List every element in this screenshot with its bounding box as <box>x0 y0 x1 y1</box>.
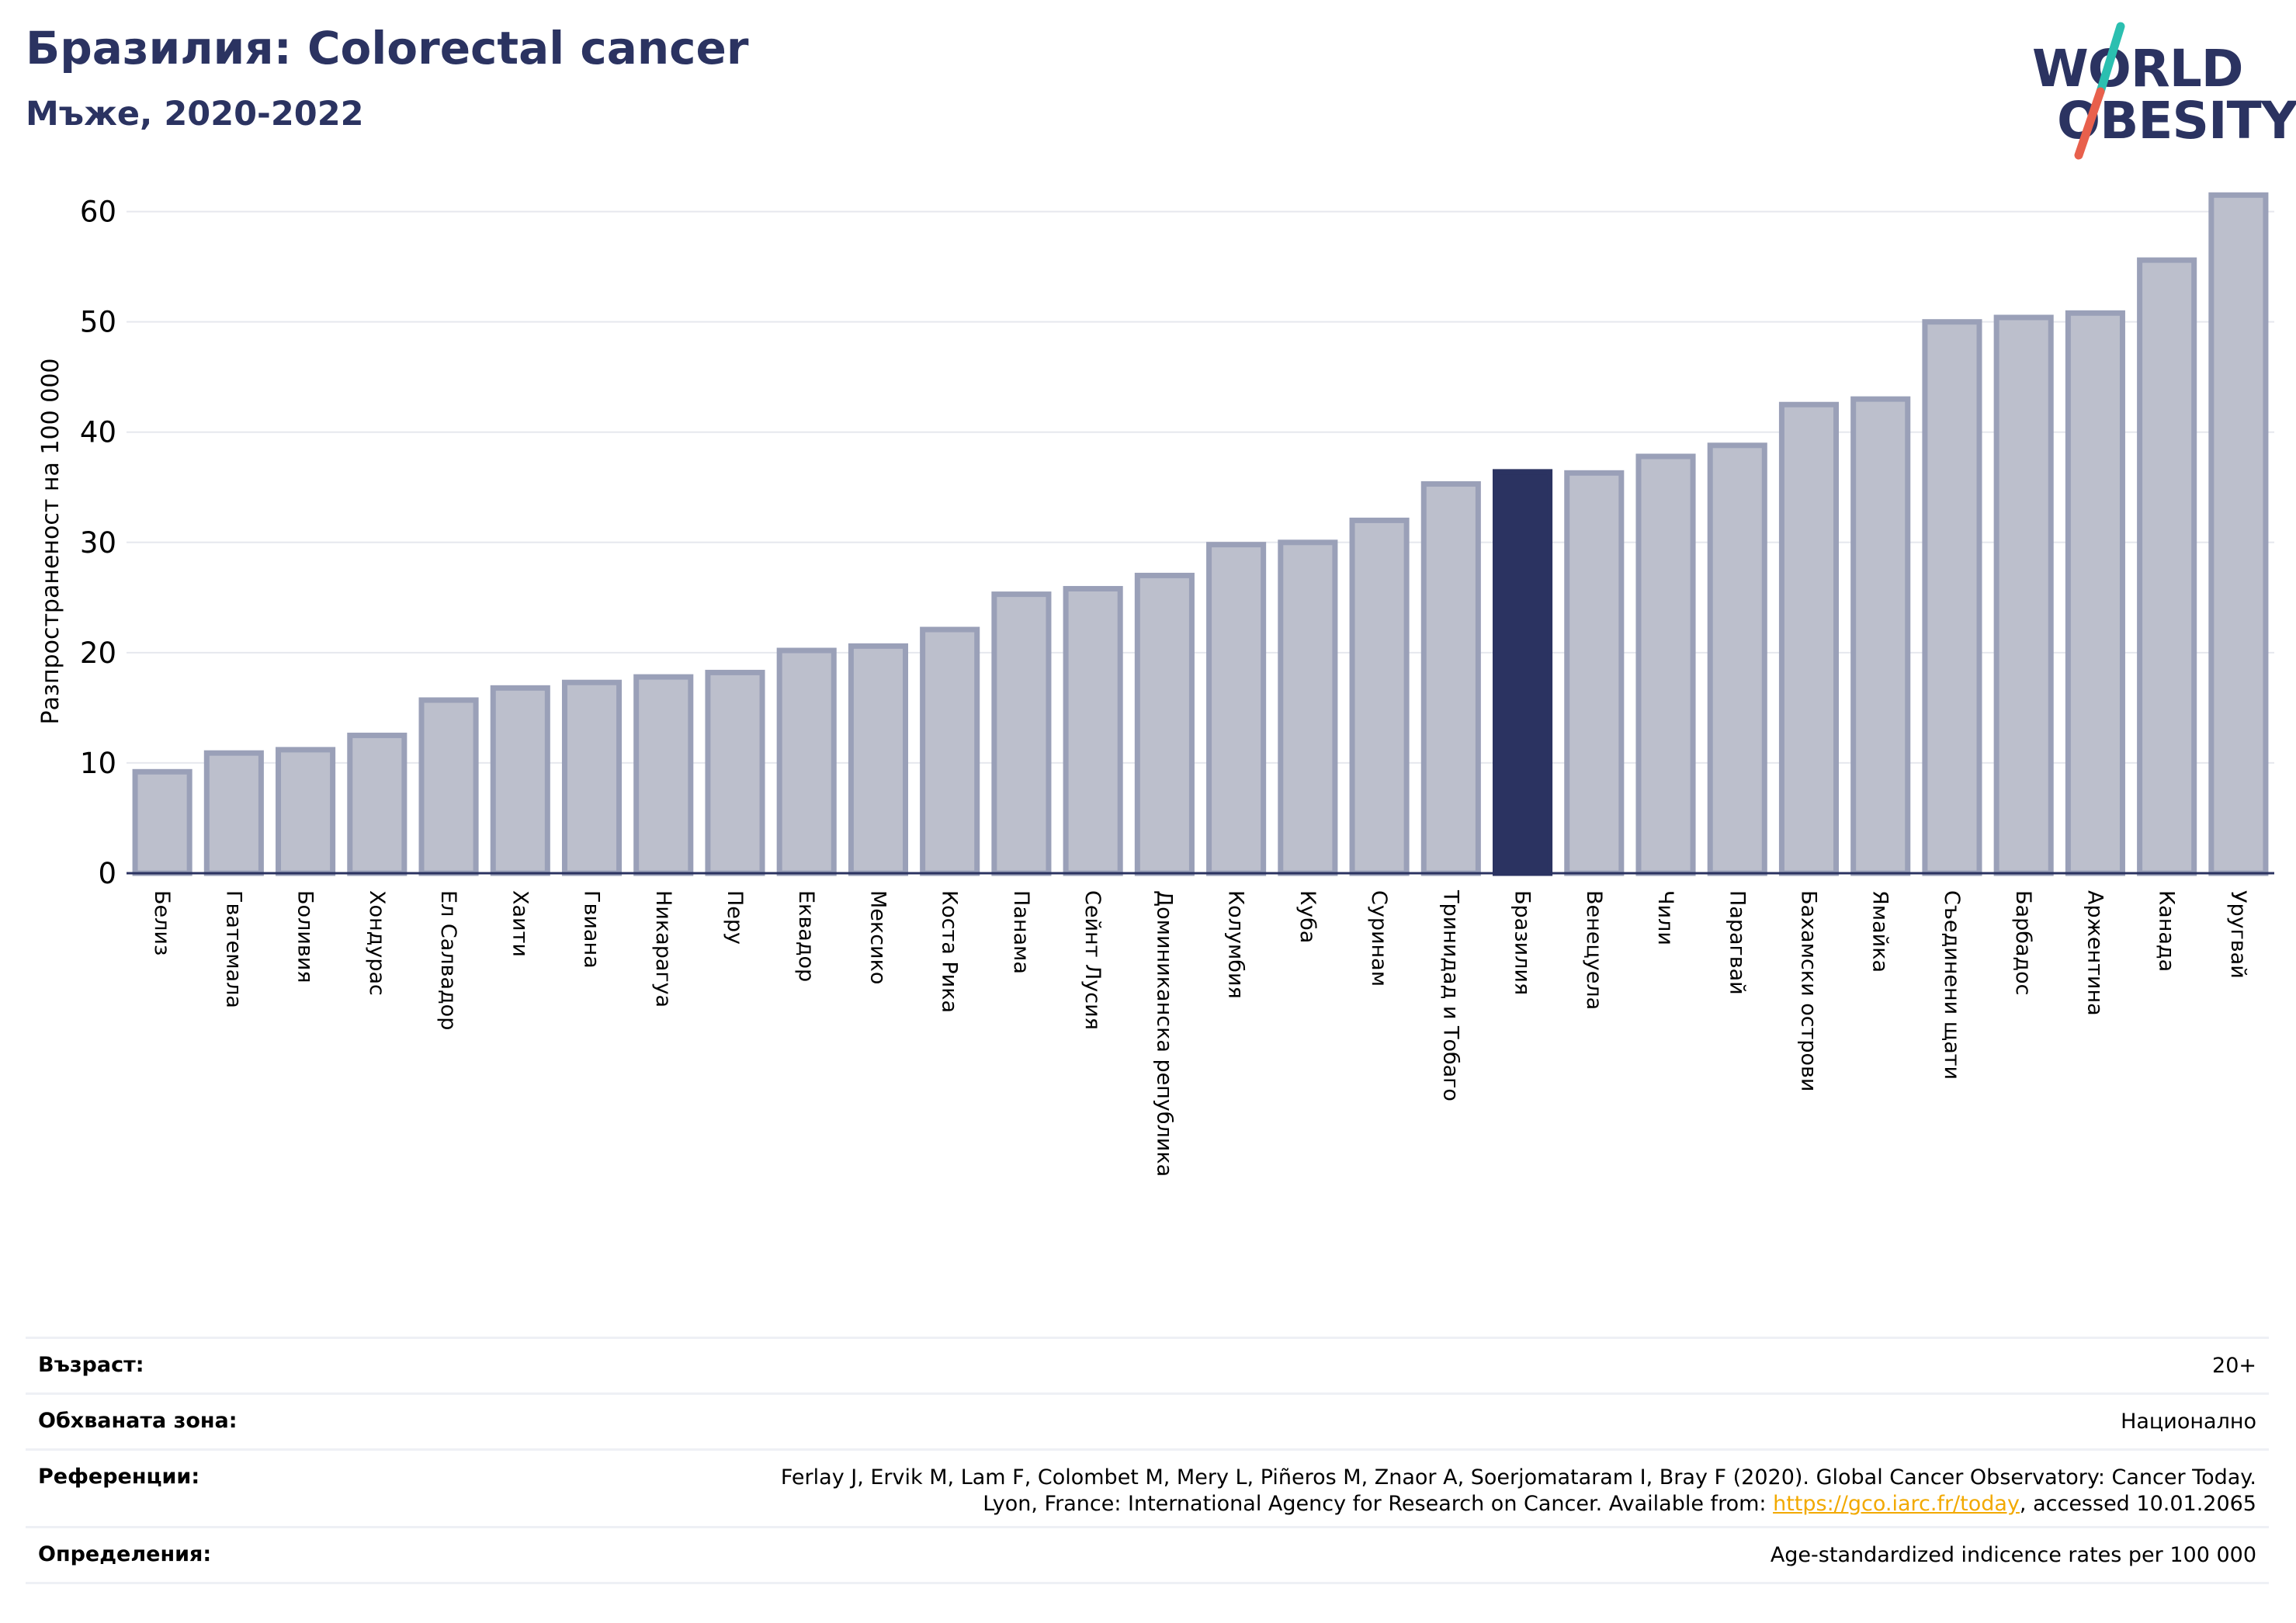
bar <box>418 697 479 876</box>
y-tick-label: 20 <box>80 636 116 670</box>
gco-link[interactable]: https://gco.iarc.fr/today <box>1773 1491 2020 1516</box>
x-tick-label: Барбадос <box>2011 890 2035 995</box>
references-value: Ferlay J, Ervik M, Lam F, Colombet M, Me… <box>781 1465 2256 1517</box>
x-tick-label: Гватемала <box>221 890 245 1008</box>
y-tick-label: 40 <box>80 416 116 449</box>
bar <box>347 732 408 876</box>
area-value: Национално <box>2121 1410 2256 1434</box>
x-tick-label: Чили <box>1653 890 1677 945</box>
x-tick-label: Суринам <box>1367 890 1391 987</box>
bar <box>1206 542 1267 876</box>
x-tick-label: Гвиана <box>580 890 604 969</box>
definitions-label: Определения: <box>38 1542 212 1566</box>
x-tick-label: Канада <box>2155 890 2179 972</box>
world-obesity-logo: WORLD OBESITY <box>2026 22 2296 161</box>
x-tick-label: Ел Салвадор <box>436 890 460 1030</box>
bar <box>1134 572 1195 876</box>
x-tick-label: Бразилия <box>1510 890 1535 995</box>
references-line2-suffix: , accessed 10.01.2065 <box>2019 1491 2256 1516</box>
x-tick-label: Коста Рика <box>938 890 962 1013</box>
x-tick-label: Уругвай <box>2226 890 2250 979</box>
references-line2-prefix: Lyon, France: International Agency for R… <box>983 1491 1774 1516</box>
bar <box>2137 257 2197 876</box>
x-tick-label: Белиз <box>150 890 174 955</box>
bar <box>1349 517 1410 876</box>
bar <box>1850 396 1911 876</box>
x-tick-label: Ямайка <box>1868 890 1892 973</box>
bar <box>1993 314 2054 876</box>
bar <box>1707 442 1767 876</box>
bar <box>776 647 837 876</box>
age-value: 20+ <box>2212 1354 2256 1378</box>
y-tick-label: 60 <box>80 196 116 229</box>
x-tick-label: Еквадор <box>794 890 818 982</box>
bar <box>2208 192 2269 876</box>
y-tick-label: 0 <box>98 857 116 890</box>
x-tick-label: Парагвай <box>1725 890 1749 995</box>
x-tick-label: Мексико <box>865 890 890 984</box>
x-tick-label: Колумбия <box>1224 890 1248 999</box>
info-row-references: Референции: Ferlay J, Ervik M, Lam F, Co… <box>26 1448 2269 1526</box>
x-tick-label: Хаити <box>508 890 532 957</box>
bar <box>203 750 264 876</box>
bar <box>848 643 908 876</box>
bar <box>1778 401 1840 876</box>
info-row-age: Възраст: 20+ <box>26 1337 2269 1392</box>
bar <box>132 768 192 876</box>
bar <box>490 685 550 876</box>
x-tick-label: Боливия <box>293 890 317 983</box>
x-tick-label: Съединени щати <box>1940 890 1964 1080</box>
bar <box>1493 469 1553 876</box>
info-row-definitions: Определения: Age-standardized indicence … <box>26 1526 2269 1584</box>
bar <box>1635 453 1696 876</box>
bar <box>920 626 980 876</box>
age-label: Възраст: <box>38 1353 144 1377</box>
definitions-value: Age-standardized indicence rates per 100… <box>1770 1543 2256 1567</box>
y-tick-label: 50 <box>80 306 116 339</box>
x-tick-label: Панама <box>1009 890 1033 974</box>
bar <box>1922 319 1982 876</box>
info-row-area: Обхваната зона: Национално <box>26 1392 2269 1448</box>
x-tick-label: Доминиканска република <box>1152 890 1176 1177</box>
y-tick-label: 30 <box>80 526 116 560</box>
x-tick-label: Сейнт Лусия <box>1080 890 1105 1030</box>
bar <box>1564 470 1625 876</box>
y-axis-label: Разпространеност на 100 000 <box>37 359 64 725</box>
references-label: Референции: <box>38 1465 200 1489</box>
bar <box>991 591 1052 876</box>
info-table: Възраст: 20+ Обхваната зона: Национално … <box>26 1337 2269 1584</box>
x-tick-label: Перу <box>723 890 747 945</box>
x-tick-label: Куба <box>1295 890 1320 943</box>
logo-slash-icon <box>2074 22 2125 160</box>
page-subtitle: Мъже, 2020-2022 <box>26 95 364 134</box>
bar <box>276 747 336 876</box>
bar <box>2065 310 2125 876</box>
x-tick-label: Никарагуа <box>651 890 675 1007</box>
bar-chart: 0 10 20 30 40 50 60 Разпространеност на 100 000… <box>37 192 2274 1177</box>
logo-line1: WORLD <box>2032 39 2244 99</box>
x-tick-label: Тринидад и Тобаго <box>1438 890 1462 1101</box>
y-tick-label: 10 <box>80 747 116 780</box>
x-tick-label: Аржентина <box>2083 890 2107 1016</box>
bar <box>633 674 694 876</box>
bar <box>1278 539 1338 876</box>
x-tick-label: Венецуела <box>1582 890 1606 1010</box>
bar <box>561 679 623 876</box>
page-title: Бразилия: Colorectal cancer <box>26 22 749 75</box>
area-label: Обхваната зона: <box>38 1409 238 1433</box>
x-tick-label: Бахамски острови <box>1796 890 1820 1091</box>
bar <box>1063 585 1123 876</box>
references-line1: Ferlay J, Ervik M, Lam F, Colombet M, Me… <box>780 1465 2256 1489</box>
x-tick-label: Хондурас <box>365 890 389 996</box>
bar <box>705 669 765 876</box>
bar <box>1420 481 1481 876</box>
